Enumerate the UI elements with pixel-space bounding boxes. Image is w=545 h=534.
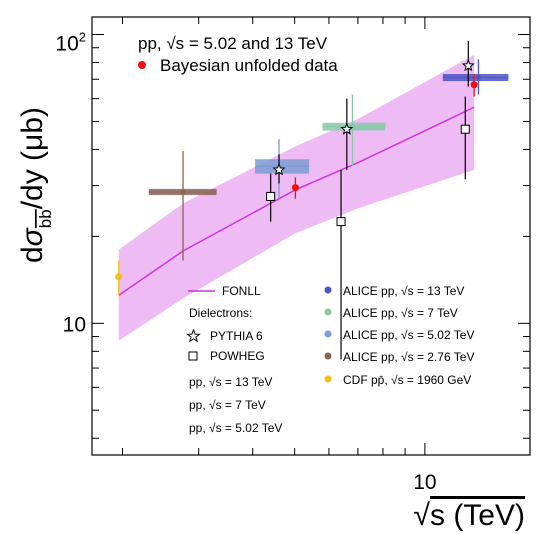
legend-alice-7-marker <box>324 308 332 316</box>
tick-layer <box>92 17 530 455</box>
legend-alice-276-label: ALICE pp, √s = 2.76 TeV <box>343 350 474 364</box>
legend-pythia-label: PYTHIA 6 <box>210 329 263 343</box>
legend-alice-502-label: ALICE pp, √s = 5.02 TeV <box>343 328 474 342</box>
legend-alice-502-marker <box>324 330 332 338</box>
x-axis-title-text: s (TeV) <box>430 499 525 532</box>
data-layer <box>115 40 509 360</box>
legend-energy-7: pp, √s = 7 TeV <box>189 398 266 412</box>
powheg-square-marker <box>460 124 470 134</box>
legend-cdf-label: CDF pp̄, √s = 1960 GeV <box>343 373 471 387</box>
fonll-uncertainty-band <box>118 54 475 341</box>
pythia-star-marker <box>272 162 286 176</box>
legend-alice-276-marker <box>324 352 332 360</box>
header-line2: Bayesian unfolded data <box>160 56 338 75</box>
legend-energy-13: pp, √s = 13 TeV <box>189 375 272 389</box>
legend-left: FONLL Dielectrons: PYTHIA 6 POWHEG pp, √… <box>186 284 282 435</box>
x-tick-label-10: 10 <box>413 471 436 494</box>
pythia-star-marker <box>340 122 354 135</box>
y-axis-title: dσbb/dy (μb) <box>16 107 55 263</box>
legend-fonll-label: FONLL <box>222 284 261 298</box>
header-line1: pp, √s = 5.02 and 13 TeV <box>138 34 328 53</box>
y-tick-label-100-exponent: 2 <box>79 30 86 45</box>
y-axis-title-subscript: bb <box>36 209 55 228</box>
powheg-square-marker <box>266 191 276 201</box>
powheg-square-marker <box>336 217 346 227</box>
cdf-marker <box>115 273 123 281</box>
y-tick-label-100: 102 <box>55 30 86 56</box>
legend-powheg-square-icon <box>188 351 198 361</box>
legend-pythia-star-icon <box>186 328 201 343</box>
legend-powheg-label: POWHEG <box>210 349 265 363</box>
y-axis-title-d: d <box>16 246 49 263</box>
alice-marker <box>180 189 186 195</box>
y-tick-label-100-base: 10 <box>55 33 78 56</box>
pythia-star-marker <box>461 58 475 72</box>
x-axis-title: √s (TeV) <box>414 499 525 532</box>
x-axis-title-radical: √ <box>414 499 431 532</box>
y-axis-title-sigma: σ <box>16 226 49 246</box>
legend-energy-5: pp, √s = 5.02 TeV <box>189 421 282 435</box>
legend-alice-13-marker <box>324 286 332 294</box>
legend-alice-7-label: ALICE pp, √s = 7 TeV <box>343 306 458 320</box>
legend-dielectrons-title: Dielectrons: <box>189 306 252 320</box>
header-unfolded-marker <box>138 61 146 69</box>
legend-right: ALICE pp, √s = 13 TeV ALICE pp, √s = 7 T… <box>324 284 474 387</box>
y-axis-title-text: dσbb/dy (μb) <box>16 107 55 263</box>
legend-cdf-marker <box>324 375 332 383</box>
legend-alice-13-label: ALICE pp, √s = 13 TeV <box>343 284 464 298</box>
unfolded-data-marker <box>470 81 478 89</box>
unfolded-data-marker <box>291 184 299 192</box>
alice-marker <box>475 74 481 80</box>
y-tick-label-10: 10 <box>63 313 86 336</box>
y-axis-title-rest: /dy (μb) <box>16 107 49 209</box>
